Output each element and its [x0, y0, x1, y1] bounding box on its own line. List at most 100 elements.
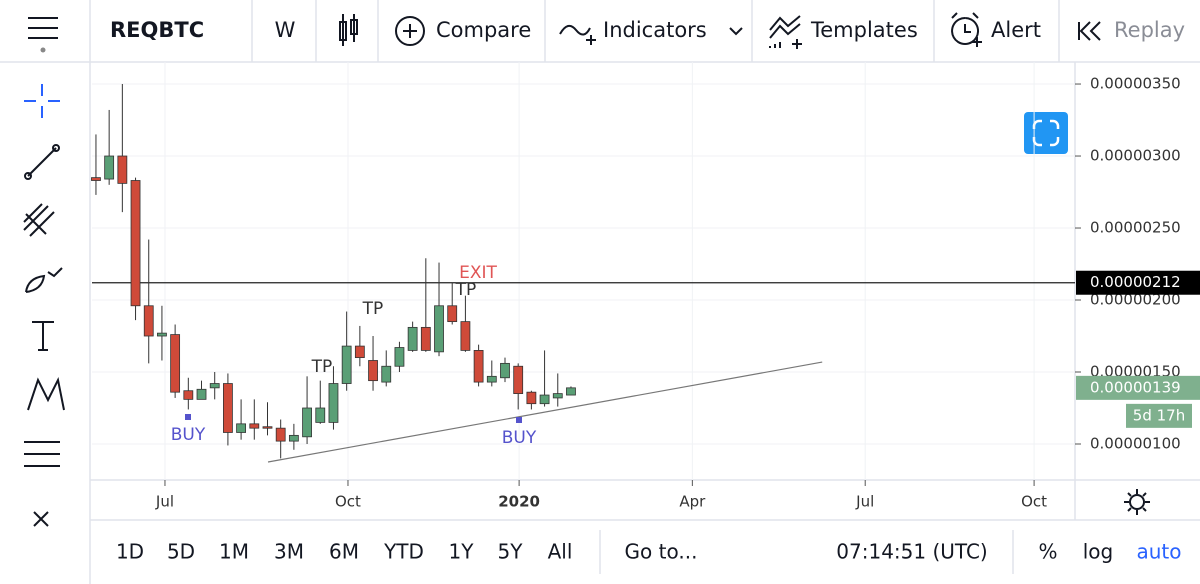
line-tool[interactable] — [27, 147, 57, 177]
interval[interactable]: W — [275, 18, 296, 42]
candle-body — [447, 305, 458, 323]
toolbar-item[interactable]: Replay — [1114, 18, 1185, 42]
candle-body — [513, 365, 524, 395]
y-tick-label: 0.00000350 — [1090, 75, 1181, 93]
icon — [1129, 494, 1145, 510]
x-tick-label: Jul — [155, 493, 174, 511]
candle-body — [473, 350, 484, 383]
candle-body — [91, 177, 101, 181]
y-tick-label: 0.00000250 — [1090, 219, 1181, 237]
candle-body — [315, 407, 326, 423]
range-button[interactable]: 6M — [329, 540, 359, 564]
countdown: 5d 17h — [1133, 406, 1185, 424]
candle-body — [196, 388, 207, 400]
annotation: EXIT — [459, 263, 497, 283]
annotation: BUY — [171, 425, 206, 445]
annotation: TP — [362, 299, 384, 319]
candle-body — [381, 365, 392, 383]
fib-tool[interactable] — [23, 203, 55, 237]
candle-body — [341, 345, 352, 384]
range-button[interactable]: 1M — [219, 540, 249, 564]
candle-body — [566, 387, 576, 396]
y-tick-label: 0.00000100 — [1090, 435, 1181, 453]
fullscreen-button[interactable] — [1024, 112, 1068, 154]
candle-body — [552, 393, 563, 399]
x-tick-label: Oct — [1021, 493, 1047, 511]
candle-body — [170, 334, 181, 393]
candle-body — [183, 390, 194, 400]
candle-body — [420, 326, 431, 351]
range-button[interactable]: 1D — [116, 540, 144, 564]
toolbar-item[interactable]: Templates — [810, 18, 918, 42]
text-tool[interactable] — [32, 321, 54, 351]
candle-body — [407, 326, 418, 351]
candle-body — [500, 362, 510, 379]
icon — [40, 47, 46, 53]
candle-body — [288, 434, 299, 442]
annotation: BUY — [502, 428, 537, 448]
candle-body — [434, 305, 444, 353]
compare-icon — [395, 16, 425, 46]
range-button[interactable]: 1Y — [449, 540, 475, 564]
candle-body — [236, 423, 246, 433]
countdown-bg — [1126, 403, 1192, 428]
buy-marker — [516, 417, 522, 423]
candle-body — [130, 180, 141, 307]
candle-body — [368, 360, 378, 382]
range-button[interactable]: 3M — [274, 540, 304, 564]
x-tick-label: Oct — [335, 493, 361, 511]
clock: 07:14:51 (UTC) — [836, 540, 987, 564]
drawing-tools — [23, 84, 65, 527]
scale-option[interactable]: auto — [1136, 540, 1181, 564]
pattern-tool[interactable] — [27, 376, 65, 411]
candle-body — [394, 347, 405, 367]
range-button[interactable]: 5D — [167, 540, 195, 564]
icon — [24, 172, 32, 180]
crosshair-tool[interactable] — [24, 84, 60, 118]
brush-tool[interactable] — [25, 267, 63, 293]
price-label: 0.00000139 — [1090, 378, 1181, 396]
scale-option[interactable]: % — [1038, 540, 1057, 564]
candle-body — [249, 423, 260, 429]
dropdown-icon[interactable] — [729, 27, 743, 36]
candle-body — [104, 155, 115, 180]
range-button[interactable]: All — [548, 540, 573, 564]
toolbar-item[interactable]: Alert — [991, 18, 1041, 42]
remove-tool[interactable] — [33, 511, 49, 527]
templates-icon — [769, 15, 802, 49]
measure-tool[interactable] — [24, 441, 60, 467]
y-tick-label: 0.00000300 — [1090, 147, 1181, 165]
candle-body — [143, 305, 154, 337]
goto-button[interactable]: Go to... — [625, 540, 698, 564]
candle-body — [526, 391, 537, 405]
toolbar-item[interactable]: Indicators — [603, 18, 707, 42]
buy-marker — [185, 414, 191, 420]
candle-body — [275, 427, 286, 442]
toolbar-item[interactable]: Compare — [436, 18, 531, 42]
replay-icon — [1078, 21, 1101, 41]
settings-icon[interactable] — [1124, 489, 1150, 515]
x-tick-label: 2020 — [498, 493, 540, 511]
candle-body — [354, 345, 365, 359]
range-button[interactable]: YTD — [383, 540, 424, 564]
chart-type-button[interactable] — [339, 14, 358, 46]
icon — [1031, 118, 1061, 148]
range-button[interactable]: 5Y — [498, 540, 524, 564]
candle-body — [328, 383, 339, 423]
symbol[interactable]: REQBTC — [110, 18, 204, 42]
candle-body — [302, 407, 312, 438]
candle-body — [117, 155, 128, 184]
x-tick-label: Jul — [855, 493, 874, 511]
annotation: TP — [455, 280, 477, 300]
price-label: 0.00000212 — [1090, 273, 1181, 291]
candle-body — [262, 426, 273, 429]
candle-body — [209, 383, 220, 389]
menu-button[interactable] — [28, 17, 58, 53]
candle-body — [460, 321, 471, 351]
icon — [1124, 489, 1150, 515]
scale-option[interactable]: log — [1083, 540, 1114, 564]
alert-icon — [951, 12, 982, 47]
candle-body — [157, 332, 167, 337]
